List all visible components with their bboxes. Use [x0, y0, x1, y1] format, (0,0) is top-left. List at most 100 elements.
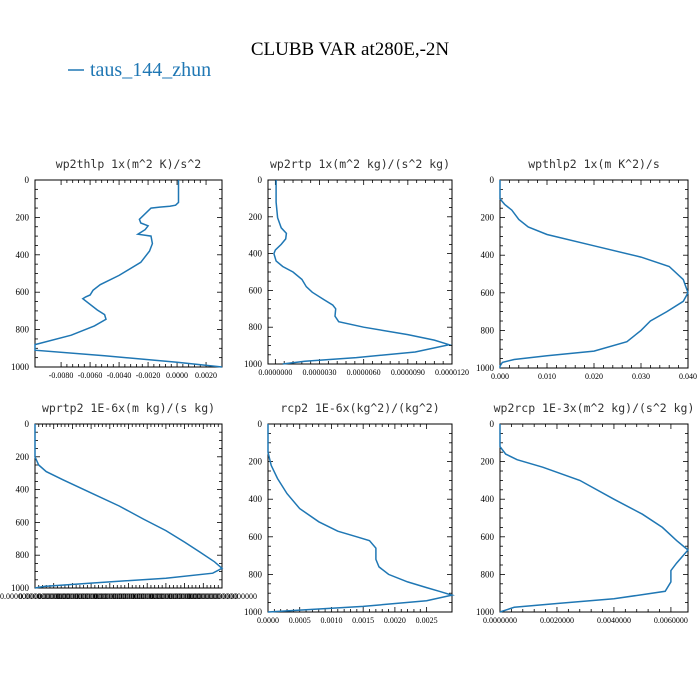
x-tick-label: 0.0000000000000000	[19, 592, 89, 601]
y-tick-label: 400	[16, 485, 30, 495]
y-tick-label: 400	[249, 494, 263, 504]
x-tick-label: 0.0020000	[540, 616, 574, 625]
y-tick-label: 1000	[244, 607, 263, 617]
x-tick-label: 0.0000030	[303, 368, 337, 377]
x-tick-label: 0.0000	[257, 616, 279, 625]
y-tick-label: 600	[249, 285, 263, 295]
x-tick-label: 0.000	[491, 372, 509, 381]
y-tick-label: 800	[481, 569, 495, 579]
x-tick-label: 0.0000000000000000	[168, 592, 238, 601]
x-tick-label: 0.0000000000000000	[187, 592, 257, 601]
panel-title: wp2rcp 1E-3x(m^2 kg)/(s^2 kg)	[494, 401, 695, 415]
y-tick-label: 800	[249, 569, 263, 579]
x-tick-label: 0.010	[538, 372, 556, 381]
x-tick-label: 0.0000000000000000	[94, 592, 164, 601]
series-line-1	[499, 424, 690, 613]
y-tick-label: 600	[481, 288, 495, 298]
y-tick-label: 200	[249, 212, 263, 222]
y-tick-label: 600	[481, 532, 495, 542]
y-tick-label: 0	[490, 419, 495, 429]
y-tick-label: 1000	[11, 583, 30, 593]
y-tick-label: 400	[481, 250, 495, 260]
x-tick-label: 0.0010	[320, 616, 342, 625]
x-tick-label: 0.0015	[352, 616, 374, 625]
plot-frame	[499, 423, 689, 613]
x-tick-label: 0.0000000000000000	[150, 592, 220, 601]
y-tick-label: 200	[16, 212, 30, 222]
chart-panel-5: rcp2 1E-6x(kg^2)/(kg^2) 0 200 400 600 800 1000…	[244, 401, 455, 625]
y-tick-label: 1000	[244, 359, 263, 369]
y-tick-label: 200	[249, 457, 263, 467]
x-tick-label: -0.0020	[136, 371, 161, 380]
x-tick-label: 0.040	[679, 372, 697, 381]
y-tick-label: 400	[16, 250, 30, 260]
x-tick-label: 0.0000000	[483, 616, 517, 625]
plot-frame	[34, 423, 223, 589]
x-tick-label: 0.0000000000000000	[75, 592, 145, 601]
x-tick-label: 0.0000120	[435, 368, 469, 377]
plot-frame	[34, 179, 223, 368]
y-tick-label: 0	[258, 419, 263, 429]
chart-panel-1: wp2thlp 1x(m^2 K)/s^2 0 200 400 600 800 1000 -0…	[11, 157, 223, 380]
x-tick-label: 0.030	[632, 372, 650, 381]
x-tick-label: -0.0040	[107, 371, 132, 380]
x-tick-label: 0.0020	[384, 616, 406, 625]
y-tick-label: 800	[16, 325, 30, 335]
y-tick-label: 0	[25, 175, 30, 185]
y-tick-label: 0	[25, 419, 30, 429]
x-tick-label: 0.0000000000000000	[112, 592, 182, 601]
y-tick-label: 1000	[11, 362, 30, 372]
series-line-1	[34, 424, 224, 589]
y-tick-label: 1000	[476, 607, 495, 617]
y-tick-label: 1000	[476, 363, 495, 373]
y-tick-label: 400	[249, 249, 263, 259]
series-line-1	[267, 424, 455, 613]
x-tick-label: 0.0020	[195, 371, 217, 380]
x-tick-label: 0.0000060	[347, 368, 381, 377]
panels-container: wp2thlp 1x(m^2 K)/s^2 0 200 400 600 800 1000 -0…	[0, 157, 697, 625]
y-tick-label: 800	[249, 322, 263, 332]
legend: taus_144_zhun	[68, 59, 211, 81]
x-tick-label: 0.0000000000000000	[56, 592, 126, 601]
panel-title: wp2thlp 1x(m^2 K)/s^2	[56, 157, 201, 171]
x-tick-label: 0.0025	[416, 616, 438, 625]
legend-label: taus_144_zhun	[90, 59, 211, 81]
panel-title: rcp2 1E-6x(kg^2)/(kg^2)	[280, 401, 439, 415]
y-tick-label: 800	[16, 550, 30, 560]
panel-title: wp2rtp 1x(m^2 kg)/(s^2 kg)	[270, 157, 450, 171]
chart-panel-6: wp2rcp 1E-3x(m^2 kg)/(s^2 kg) 0 200 400 600 8…	[476, 401, 694, 625]
x-tick-label: 0.0000000000000000	[131, 592, 201, 601]
chart-panel-3: wpthlp2 1x(m K^2)/s 0 200 400 600 800 10000.00…	[476, 157, 697, 381]
x-tick-label: 0.0000	[166, 371, 188, 380]
x-tick-label: -0.0080	[49, 371, 74, 380]
series-line-1	[273, 180, 453, 365]
x-tick-label: 0.0005	[289, 616, 311, 625]
x-tick-label: 0.0060000	[654, 616, 688, 625]
x-tick-label: 0.0000090	[391, 368, 425, 377]
x-tick-label: -0.0060	[78, 371, 103, 380]
y-tick-label: 200	[481, 457, 495, 467]
panel-title: wpthlp2 1x(m K^2)/s	[528, 157, 660, 171]
series-line-1	[499, 180, 689, 368]
plot-frame	[499, 179, 689, 369]
y-tick-label: 0	[258, 175, 263, 185]
y-tick-label: 200	[481, 213, 495, 223]
y-tick-label: 600	[16, 517, 30, 527]
y-tick-label: 800	[481, 325, 495, 335]
figure-title: CLUBB VAR at280E,-2N	[251, 39, 450, 60]
x-tick-label: 0.020	[585, 372, 603, 381]
chart-panel-4: wprtp2 1E-6x(m kg)/(s kg) 0 200 400 600 800 10…	[0, 401, 257, 601]
x-tick-label: 0.0000000000000000	[0, 592, 70, 601]
y-tick-label: 400	[481, 494, 495, 504]
x-tick-label: 0.0040000	[597, 616, 631, 625]
panel-title: wprtp2 1E-6x(m kg)/(s kg)	[42, 401, 215, 415]
y-tick-label: 200	[16, 452, 30, 462]
y-tick-label: 600	[249, 532, 263, 542]
plot-frame	[267, 179, 453, 365]
series-line-1	[34, 180, 223, 368]
plot-frame	[267, 423, 453, 613]
y-tick-label: 600	[16, 287, 30, 297]
y-tick-label: 0	[490, 175, 495, 185]
x-tick-label: 0.0000000	[258, 368, 292, 377]
